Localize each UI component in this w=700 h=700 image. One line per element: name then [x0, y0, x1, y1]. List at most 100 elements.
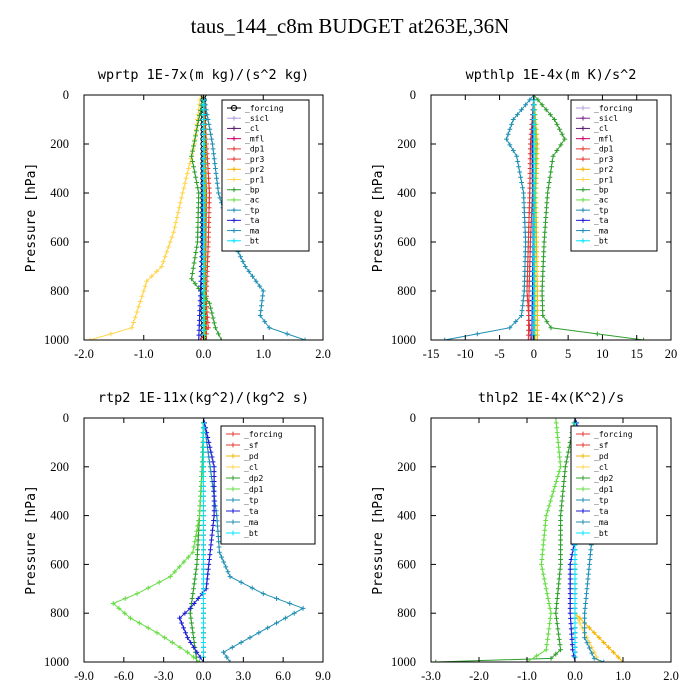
- legend-marker: [580, 105, 586, 111]
- series-point: [201, 303, 206, 309]
- series-point: [214, 180, 220, 186]
- series-point: [265, 625, 271, 631]
- series-point: [201, 283, 206, 289]
- legend-box: [570, 425, 658, 545]
- series-point: [195, 210, 201, 215]
- legend-marker: [230, 475, 236, 481]
- series-point: [567, 591, 573, 597]
- series-point: [563, 459, 569, 465]
- series-point: [195, 596, 201, 601]
- series-point: [596, 635, 602, 640]
- series-point: [208, 542, 214, 548]
- series-point: [545, 596, 551, 601]
- series-point: [519, 308, 525, 313]
- y-tick-label: 600: [50, 235, 69, 249]
- series-point: [546, 503, 552, 509]
- series-point: [517, 169, 523, 175]
- series-point: [193, 534, 199, 539]
- series-point: [287, 601, 293, 606]
- series-point: [586, 566, 592, 572]
- series-point: [557, 642, 563, 647]
- series-point: [145, 625, 151, 631]
- series-point: [201, 126, 206, 132]
- series-point: [209, 537, 214, 543]
- x-tick-label: -5: [494, 347, 504, 361]
- series-point: [188, 615, 194, 621]
- series-point: [211, 498, 217, 504]
- series-point: [188, 156, 194, 162]
- series-point: [585, 576, 591, 582]
- series-point: [552, 483, 558, 489]
- series-point: [523, 244, 528, 250]
- y-tick-label: 1000: [44, 333, 69, 347]
- legend-label: _sf: [594, 441, 609, 450]
- series-point: [539, 102, 545, 108]
- series-point: [181, 559, 187, 565]
- series-point: [201, 278, 206, 284]
- legend-marker: [231, 197, 237, 203]
- legend-marker: [580, 187, 586, 193]
- series-point: [572, 625, 578, 631]
- series-point: [548, 498, 553, 504]
- legend-label: _sf: [244, 441, 259, 450]
- series-point: [201, 615, 206, 621]
- legend-label: _bt: [594, 237, 609, 246]
- series-point: [190, 549, 196, 555]
- legend-marker: [580, 177, 586, 182]
- legend-marker: [580, 497, 586, 503]
- series-point: [525, 303, 531, 309]
- series-point: [545, 636, 550, 642]
- series-point: [548, 169, 554, 175]
- series-point: [558, 522, 563, 528]
- y-tick-label: 200: [397, 460, 416, 474]
- series-point: [201, 562, 206, 567]
- x-tick-label: -1.0: [134, 347, 154, 361]
- series-point: [192, 539, 198, 545]
- series-point: [201, 610, 206, 616]
- series-point: [137, 299, 143, 304]
- legend-marker: [580, 228, 586, 233]
- series-point: [144, 278, 150, 284]
- series-point: [210, 315, 216, 321]
- series-point: [210, 527, 215, 533]
- series-point: [167, 239, 173, 245]
- series-point: [553, 479, 559, 484]
- series-point: [192, 169, 198, 175]
- series-point: [522, 249, 528, 255]
- series-group: [87, 95, 308, 340]
- series-point: [110, 601, 116, 606]
- series-point: [201, 493, 206, 499]
- legend-label: _ma: [594, 518, 609, 527]
- y-tick-label: 800: [50, 284, 69, 298]
- series-point: [201, 234, 206, 240]
- series-point: [572, 557, 578, 562]
- series-point: [582, 635, 587, 640]
- series-point: [562, 474, 567, 479]
- series-point: [563, 464, 568, 470]
- series-point: [572, 581, 578, 587]
- series-point: [611, 649, 616, 655]
- series-point: [531, 200, 537, 206]
- series-point: [567, 576, 573, 582]
- series-point: [206, 122, 212, 127]
- series-point: [181, 625, 186, 631]
- legend-marker: [580, 207, 586, 213]
- series-point: [557, 571, 563, 577]
- series-point: [591, 655, 597, 661]
- legend: _forcing_sicl_cl_mfl_dp1_pr3_pr2_pr1_bp_…: [570, 99, 658, 252]
- series-point: [201, 136, 206, 142]
- legend-marker: [580, 475, 586, 481]
- legend-label: _sicl: [245, 114, 269, 123]
- series-point: [201, 151, 206, 157]
- series-point: [542, 581, 548, 587]
- series-point: [544, 195, 550, 201]
- series-point: [522, 229, 528, 235]
- legend-marker: [580, 238, 586, 244]
- series-point: [209, 136, 214, 142]
- series-point: [205, 435, 211, 440]
- series-point: [211, 503, 217, 509]
- series-point: [201, 425, 206, 431]
- legend-label: _dp1: [594, 485, 613, 494]
- series-point: [519, 107, 524, 113]
- x-tick-label: -3.0: [154, 669, 174, 683]
